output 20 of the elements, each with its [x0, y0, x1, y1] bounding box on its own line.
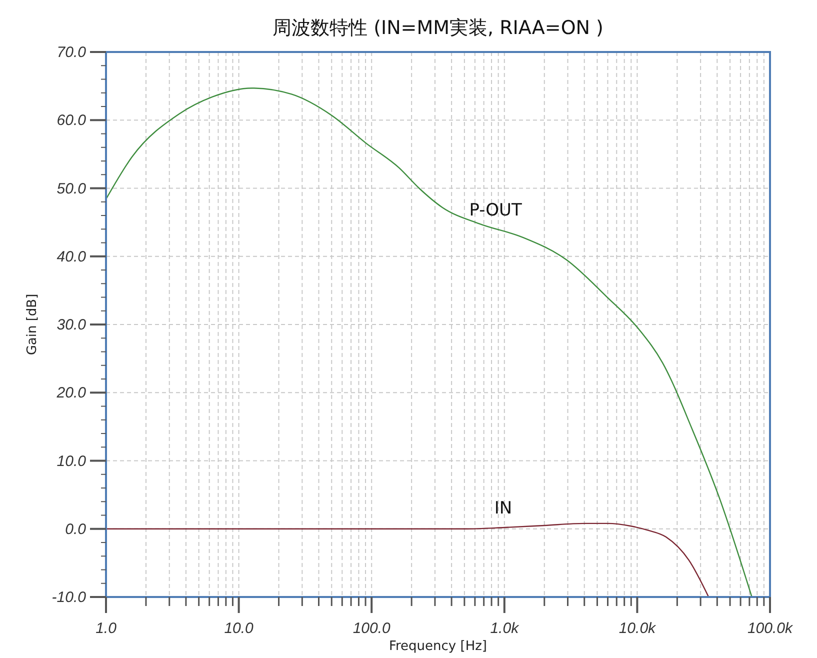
y-tick-label: 60.0: [56, 112, 87, 130]
x-tick-label: 10.0k: [618, 620, 658, 637]
series-label: IN: [494, 498, 512, 518]
y-tick-label: 50.0: [56, 180, 87, 198]
y-tick-label: -10.0: [52, 589, 87, 606]
x-tick-label: 1.0: [96, 620, 118, 637]
x-axis-title: Frequency [Hz]: [388, 639, 488, 654]
y-tick-label: 10.0: [56, 452, 87, 470]
chart-title: 周波数特性 (IN=MM実装, RIAA=ON ): [272, 17, 604, 39]
y-tick-label: 20.0: [56, 384, 87, 402]
x-tick-label: 100.0: [352, 620, 392, 637]
y-tick-label: 30.0: [56, 316, 87, 334]
y-tick-label: 0.0: [65, 520, 87, 538]
y-tick-label: 40.0: [56, 248, 87, 266]
x-tick-label: 1.0k: [490, 620, 520, 637]
y-tick-label: 70.0: [56, 44, 87, 61]
x-tick-label: 100.0k: [747, 620, 794, 637]
x-tick-label: 10.0: [224, 620, 254, 637]
y-axis-title: Gain [dB]: [25, 294, 40, 356]
series-label: P-OUT: [469, 200, 523, 221]
